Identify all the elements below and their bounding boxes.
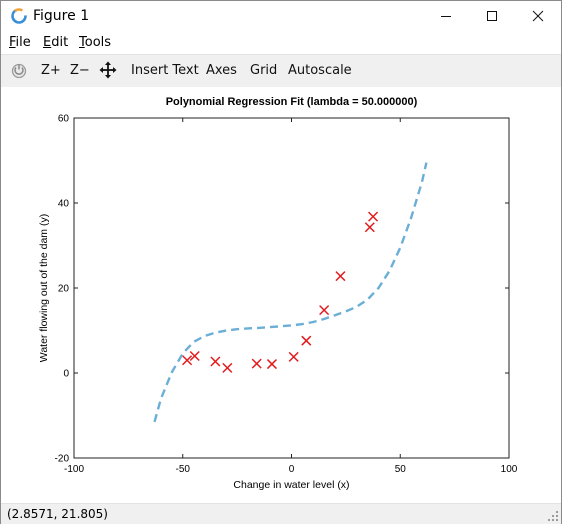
marker-stroke (182, 355, 193, 366)
octave-app-icon (11, 8, 27, 24)
data-point-marker (189, 350, 200, 362)
menu-edit-mnemonic: E (43, 35, 52, 50)
marker-stroke (266, 359, 277, 370)
marker-stroke (222, 362, 233, 373)
marker-stroke (368, 211, 379, 222)
grid-button[interactable]: Grid (250, 63, 278, 78)
fit-curve-line (153, 162, 428, 423)
data-point-marker (301, 335, 312, 346)
y-tick-label: 40 (58, 199, 70, 210)
data-point-marker (368, 211, 379, 222)
maximize-icon (487, 11, 497, 21)
x-axis-label: Change in water level (x) (233, 479, 349, 491)
zoom-out-button[interactable]: Z− (70, 63, 90, 78)
window-title: Figure 1 (33, 8, 90, 24)
minimize-icon (441, 16, 451, 17)
marker-stroke (319, 305, 330, 316)
close-icon (532, 10, 544, 22)
close-button[interactable] (515, 1, 561, 31)
data-point-marker (222, 362, 233, 373)
menu-tools-mnemonic: T (79, 35, 85, 50)
x-tick-label: 100 (501, 464, 518, 475)
maximize-button[interactable] (469, 1, 515, 31)
axes-button[interactable]: Axes (206, 63, 237, 78)
title-bar[interactable]: Figure 1 (1, 1, 561, 31)
y-tick-label: -20 (55, 454, 70, 465)
resize-grip-icon[interactable] (547, 510, 559, 522)
menu-file[interactable]: File (9, 35, 31, 50)
data-point-marker (319, 305, 330, 316)
y-tick-label: 20 (58, 284, 70, 295)
zoom-in-button[interactable]: Z+ (41, 63, 61, 78)
menu-bar: File Edit Tools (1, 32, 561, 54)
menu-file-mnemonic: F (9, 35, 16, 50)
marker-stroke (288, 351, 299, 362)
x-tick-label: -50 (176, 464, 191, 475)
marker-stroke (335, 271, 346, 282)
menu-tools-label: ools (84, 35, 112, 50)
x-tick-label: 50 (395, 464, 407, 475)
menu-edit-label: dit (51, 35, 69, 50)
x-tick-label: -100 (64, 464, 84, 475)
cursor-coordinates: (2.8571, 21.805) (7, 507, 108, 521)
data-point-marker (251, 358, 262, 369)
marker-stroke (251, 358, 262, 369)
figure-canvas[interactable]: Polynomial Regression Fit (lambda = 50.0… (1, 87, 561, 502)
y-axis-label: Water flowing out of the dam (y) (38, 214, 50, 362)
plot-svg[interactable]: Polynomial Regression Fit (lambda = 50.0… (1, 87, 561, 502)
data-point-marker (288, 351, 299, 362)
y-tick-label: 60 (58, 114, 70, 125)
marker-stroke (364, 222, 375, 233)
x-tick-label: 0 (289, 464, 295, 475)
rotate-icon[interactable] (10, 61, 28, 79)
menu-edit[interactable]: Edit (43, 35, 68, 50)
data-point-marker (210, 356, 221, 367)
marker-stroke (189, 350, 200, 362)
axes-box (73, 117, 510, 459)
data-point-marker (335, 271, 346, 282)
status-bar: (2.8571, 21.805) (1, 503, 561, 524)
chart-title: Polynomial Regression Fit (lambda = 50.0… (166, 96, 418, 108)
data-point-marker (364, 222, 375, 233)
insert-text-button[interactable]: Insert Text (131, 63, 199, 78)
data-point-marker (266, 359, 277, 370)
marker-stroke (301, 335, 312, 346)
marker-stroke (210, 356, 221, 367)
menu-file-label: ile (15, 35, 31, 50)
minimize-button[interactable] (423, 1, 469, 31)
data-point-marker (182, 355, 193, 366)
menu-tools[interactable]: Tools (79, 35, 111, 50)
toolbar: Z+ Z− Insert Text Axes Grid Autoscale (1, 54, 561, 88)
autoscale-button[interactable]: Autoscale (288, 63, 352, 78)
y-tick-label: 0 (63, 369, 69, 380)
pan-icon[interactable] (99, 61, 117, 79)
